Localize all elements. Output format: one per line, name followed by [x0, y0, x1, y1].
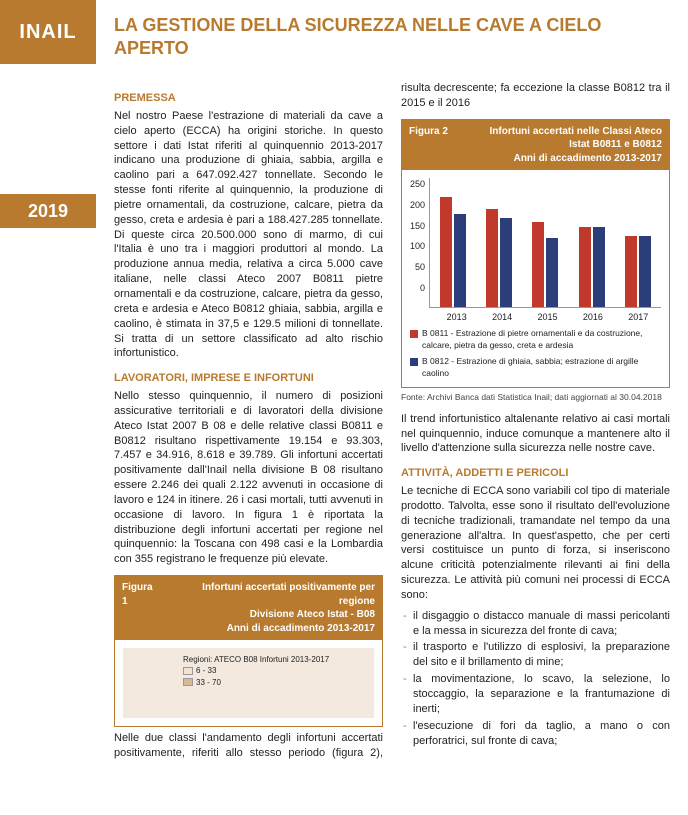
figure2-xtick: 2016 — [583, 311, 603, 323]
figure2-xtick: 2017 — [628, 311, 648, 323]
figure2-ytick: 50 — [415, 261, 425, 273]
year-badge: 2019 — [0, 194, 96, 228]
figure1-legend-a: 6 - 33 — [196, 665, 216, 676]
attivita-bullets: il disgaggio o distacco manuale di massi… — [401, 609, 670, 749]
figure2-xtick: 2014 — [492, 311, 512, 323]
figure1-label: Figura 1 — [122, 581, 160, 635]
sidebar: INAIL 2019 — [0, 0, 96, 761]
figure1-legend-b: 33 - 70 — [196, 677, 221, 688]
figure2-legend-label: B 0812 - Estrazione di ghiaia, sabbia; e… — [422, 356, 661, 379]
main-content: LA GESTIONE DELLA SICUREZZA NELLE CAVE A… — [96, 0, 688, 761]
figure2-bar — [486, 209, 498, 307]
bullet-item: l'esecuzione di fori da taglio, a mano o… — [401, 719, 670, 749]
figure2-x-axis: 2013 2014 2015 2016 2017 — [410, 311, 661, 323]
figure1-legend-title: Regioni: ATECO B08 Infortuni 2013-2017 — [183, 654, 329, 665]
figure2-bar — [440, 197, 452, 307]
figure2-bar — [546, 238, 558, 307]
figure2-ytick: 0 — [420, 282, 425, 294]
premessa-paragraph: Nel nostro Paese l'estrazione di materia… — [114, 109, 383, 361]
page-title: LA GESTIONE DELLA SICUREZZA NELLE CAVE A… — [114, 14, 670, 59]
figure2-bar — [593, 227, 605, 307]
section-head-premessa: PREMESSA — [114, 91, 383, 106]
premessa-body: 647.092.427 tonnellate. Secondo le stess… — [114, 169, 383, 359]
figure2-title-1: Infortuni accertati nelle Classi Ateco — [490, 126, 662, 137]
figure1-title-1: Infortuni accertati positivamente per re… — [202, 582, 375, 607]
figure2-group — [481, 209, 518, 307]
figure-2: Figura 2 Infortuni accertati nelle Class… — [401, 119, 670, 389]
figure2-legend-row: B 0811 - Estrazione di pietre ornamental… — [410, 328, 661, 351]
section-head-lavoratori: LAVORATORI, IMPRESE E INFORTUNI — [114, 371, 383, 386]
figure-1: Figura 1 Infortuni accertati positivamen… — [114, 575, 383, 727]
figure2-bar — [625, 236, 637, 307]
figure2-group — [527, 222, 564, 307]
figure2-bar — [500, 218, 512, 307]
figure2-y-axis: 250 200 150 100 50 0 — [410, 178, 429, 308]
figure2-label: Figura 2 — [409, 125, 448, 166]
figure2-title-3: Anni di accadimento 2013-2017 — [514, 153, 662, 164]
figure2-plot — [429, 178, 661, 308]
attivita-body: Le tecniche di ECCA sono variabili col t… — [401, 484, 670, 603]
lavoratori-body: Nello stesso quinquennio, il numero di p… — [114, 389, 383, 567]
figure1-title-3: Anni di accadimento 2013-2017 — [227, 623, 375, 634]
figure2-legend-row: B 0812 - Estrazione di ghiaia, sabbia; e… — [410, 356, 661, 379]
figure2-legend-swatch — [410, 330, 418, 338]
figure2-title-2: Istat B0811 e B0812 — [569, 139, 662, 150]
trend-paragraph: Il trend infortunistico altalenante rela… — [401, 412, 670, 457]
figure1-title-2: Divisione Ateco Istat - B08 — [250, 609, 375, 620]
bullet-item: la movimentazione, lo scavo, la selezion… — [401, 672, 670, 717]
section-head-attivita: ATTIVITÀ, ADDETTI E PERICOLI — [401, 466, 670, 481]
figure1-legend: Regioni: ATECO B08 Infortuni 2013-2017 6… — [183, 654, 329, 688]
figure2-group — [435, 197, 472, 307]
brand-logo: INAIL — [0, 0, 96, 64]
bullet-item: il disgaggio o distacco manuale di massi… — [401, 609, 670, 639]
figure2-ytick: 150 — [410, 220, 425, 232]
bullet-item: il trasporto e l'utilizzo di esplosivi, … — [401, 640, 670, 670]
figure2-group — [573, 227, 610, 307]
figure2-legend-swatch — [410, 358, 418, 366]
figure1-legend-swatch-b — [183, 678, 193, 686]
figure2-legend-label: B 0811 - Estrazione di pietre ornamental… — [422, 328, 661, 351]
figure2-ytick: 100 — [410, 240, 425, 252]
figure2-fonte: Fonte: Archivi Banca dati Statistica Ina… — [401, 392, 670, 403]
figure2-xtick: 2013 — [447, 311, 467, 323]
figure2-bar — [579, 227, 591, 307]
figure1-map: Regioni: ATECO B08 Infortuni 2013-2017 6… — [123, 648, 374, 718]
figure2-ytick: 250 — [410, 178, 425, 190]
figure2-xtick: 2015 — [537, 311, 557, 323]
figure2-bar — [639, 236, 651, 307]
figure2-bar — [454, 214, 466, 308]
figure2-group — [619, 236, 656, 307]
figure2-ytick: 200 — [410, 199, 425, 211]
figure2-bar — [532, 222, 544, 307]
figure1-legend-swatch-a — [183, 667, 193, 675]
